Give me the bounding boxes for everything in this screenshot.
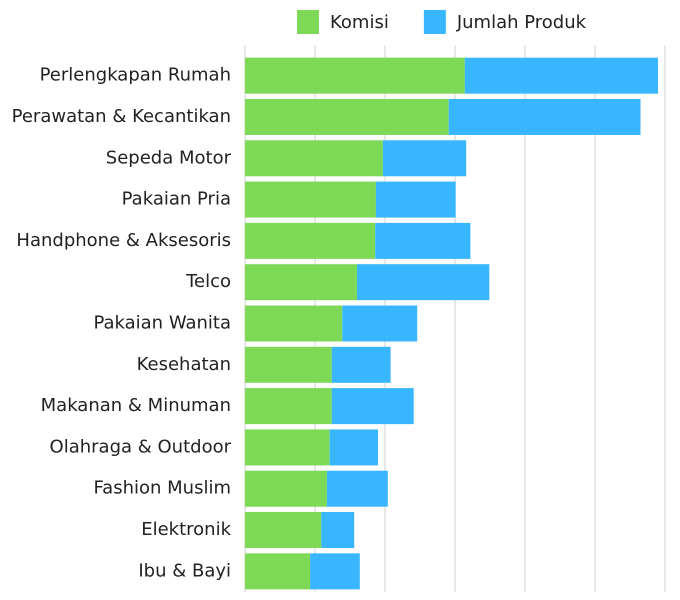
bar-segment <box>245 470 327 507</box>
bar-segment <box>245 388 332 425</box>
y-tick-label: Olahraga & Outdoor <box>50 436 232 457</box>
legend-swatch <box>297 10 319 34</box>
bar-segment <box>245 512 322 549</box>
bar-segment <box>326 470 388 507</box>
y-tick-label: Telco <box>185 271 231 292</box>
bar-segment <box>464 57 658 94</box>
bar-segment <box>245 181 376 218</box>
bar-segment <box>375 181 456 218</box>
bar-segment <box>245 57 465 94</box>
y-tick-label: Kesehatan <box>137 354 231 375</box>
bar-segment <box>310 553 360 590</box>
y-tick-label: Pakaian Pria <box>122 189 231 210</box>
bar-segment <box>375 222 471 259</box>
bar-segment <box>245 305 343 342</box>
bar-segment <box>382 140 467 177</box>
bar-segment <box>245 553 311 590</box>
bar-segment <box>245 264 357 301</box>
bar-segment <box>245 98 449 135</box>
y-tick-label: Fashion Muslim <box>93 478 231 499</box>
y-tick-label: Pakaian Wanita <box>93 313 231 334</box>
y-tick-label: Perlengkapan Rumah <box>40 65 231 86</box>
y-tick-label: Handphone & Aksesoris <box>16 230 231 251</box>
bar-segment <box>245 222 376 259</box>
bar-segment <box>329 429 378 466</box>
bar-segment <box>331 346 391 383</box>
bar-segment <box>321 512 355 549</box>
legend-swatch <box>423 10 446 34</box>
y-tick-label: Perawatan & Kecantikan <box>12 106 231 127</box>
bar-segment <box>331 388 414 425</box>
bar-segment <box>357 264 490 301</box>
legend-label: Komisi <box>330 12 389 33</box>
y-tick-label: Elektronik <box>141 519 231 540</box>
y-tick-label: Sepeda Motor <box>106 147 232 168</box>
bar-segment <box>342 305 418 342</box>
y-tick-label: Ibu & Bayi <box>138 560 231 581</box>
bar-segment <box>245 346 332 383</box>
legend-label: Jumlah Produk <box>456 12 587 33</box>
bar-segment <box>245 429 330 466</box>
y-tick-label: Makanan & Minuman <box>41 395 231 416</box>
bar-segment <box>245 140 383 177</box>
bar-segment <box>448 98 641 135</box>
